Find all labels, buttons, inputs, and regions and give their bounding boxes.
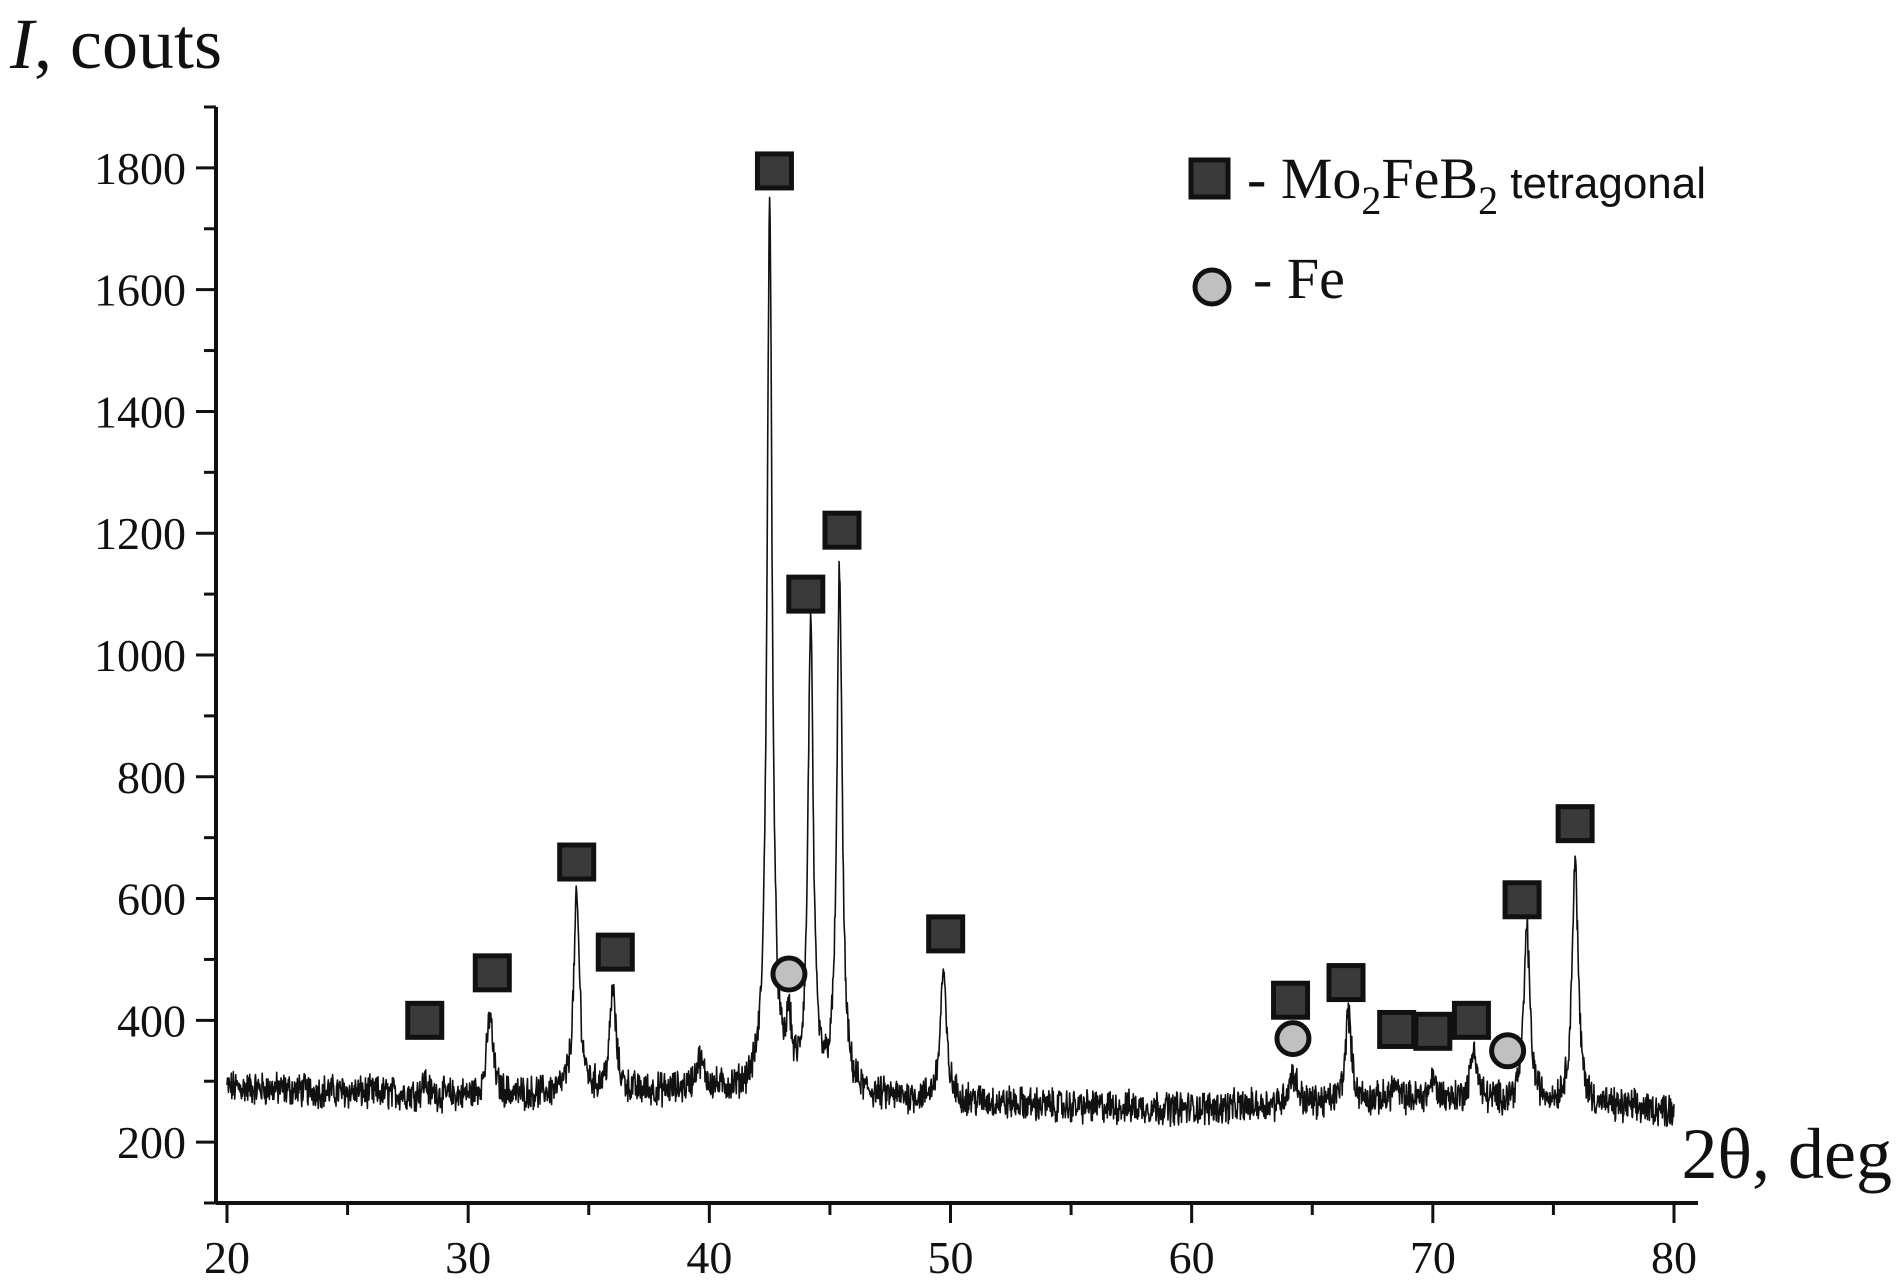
mo2feb2-peak-marker [786, 574, 826, 614]
legend-mo-sub1: 2 [1361, 178, 1381, 223]
mo2feb2-peak-marker [822, 510, 862, 550]
mo2feb2-peak-marker [1451, 1000, 1491, 1040]
mo2feb2-peak-marker [595, 932, 635, 972]
x-tick-label: 40 [686, 1232, 732, 1283]
x-tick-label: 70 [1410, 1232, 1456, 1283]
legend-square-marker [1188, 157, 1231, 200]
legend-mo-mid: FeB [1381, 146, 1478, 211]
mo2feb2-peak-marker [1413, 1011, 1453, 1051]
mo2feb2-peak-marker [1271, 980, 1311, 1020]
legend-circle-marker [1192, 267, 1232, 307]
y-tick-label: 200 [117, 1117, 186, 1168]
legend-mo-suffix: tetragonal [1498, 159, 1706, 208]
y-tick-label: 1800 [94, 143, 186, 194]
legend-label-fe: - Fe [1253, 246, 1345, 311]
fe-peak-marker [1274, 1020, 1312, 1058]
markers-layer [405, 151, 1595, 1070]
x-tick-label: 60 [1169, 1232, 1215, 1283]
y-tick-label: 1600 [94, 265, 186, 316]
xrd-spectrum-line [226, 196, 1675, 1128]
mo2feb2-peak-marker [557, 842, 597, 882]
legend-label-mo2feb2: - Mo2FeB2 tetragonal [1247, 146, 1706, 223]
spectrum-layer [226, 196, 1675, 1128]
mo2feb2-peak-marker [1377, 1009, 1417, 1049]
y-tick-label: 1200 [94, 508, 186, 559]
axes-layer: 200 400 600 800 1000 1200 1400 1600 1800 20 30 40 50… [94, 105, 1698, 1283]
x-tick-label: 30 [445, 1232, 491, 1283]
y-axis-title-italic: I [9, 4, 37, 84]
x-tick-label: 50 [928, 1232, 974, 1283]
fe-peak-marker [770, 955, 808, 993]
y-tick-label: 400 [117, 995, 186, 1046]
mo2feb2-peak-marker [754, 151, 794, 191]
legend-mo-sub2: 2 [1478, 178, 1498, 223]
legend-mo-prefix: - Mo [1247, 146, 1361, 211]
x-tick-label: 20 [204, 1232, 250, 1283]
y-tick-label: 800 [117, 752, 186, 803]
mo2feb2-peak-marker [1502, 880, 1542, 920]
mo2feb2-peak-marker [1326, 963, 1366, 1003]
y-axis-title: I, couts [9, 4, 222, 84]
mo2feb2-peak-marker [1555, 804, 1595, 844]
fe-peak-marker [1489, 1032, 1527, 1070]
x-axis-title: 2θ, deg [1682, 1114, 1892, 1194]
mo2feb2-peak-marker [405, 1000, 445, 1040]
y-tick-label: 600 [117, 874, 186, 925]
y-tick-label: 1400 [94, 386, 186, 437]
legend: - Mo2FeB2 tetragonal - Fe [1188, 146, 1706, 311]
mo2feb2-peak-marker [472, 953, 512, 993]
y-axis-title-rest: , couts [34, 4, 222, 84]
x-tick-label: 80 [1651, 1232, 1697, 1283]
y-tick-label: 1000 [94, 630, 186, 681]
mo2feb2-peak-marker [926, 914, 966, 954]
